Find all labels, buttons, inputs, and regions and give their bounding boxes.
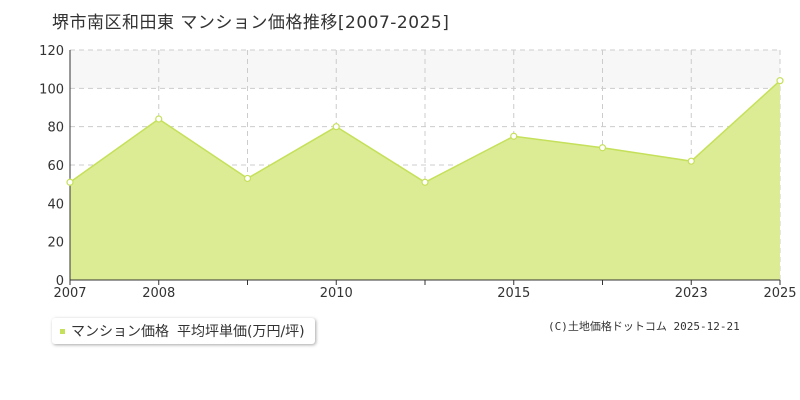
legend: マンション価格 平均坪単価(万円/坪) [52, 318, 315, 344]
legend-unit-label: 平均坪単価(万円/坪) [177, 324, 305, 340]
data-point [421, 178, 429, 186]
data-point [155, 115, 163, 123]
data-point [332, 123, 340, 131]
x-tick-label: 2015 [497, 286, 530, 301]
data-point [687, 157, 695, 165]
legend-marker [60, 328, 65, 334]
y-tick-label: 40 [47, 197, 64, 212]
x-tick-label: 2023 [675, 286, 708, 301]
data-point [510, 132, 518, 140]
x-tick-label: 2007 [53, 286, 86, 301]
data-point [243, 174, 252, 183]
data-point [66, 178, 74, 186]
x-tick-label: 2025 [763, 286, 796, 301]
y-tick-label: 100 [39, 82, 64, 97]
axes [69, 50, 781, 285]
x-tick-label: 2008 [142, 286, 175, 301]
y-tick-label: 80 [47, 121, 64, 136]
tick-labels: 0 20 40 60 80 100 120 2007 2008 2010 2015 2023 2025 [39, 44, 796, 301]
data-point [598, 144, 607, 152]
data-points [66, 77, 784, 186]
source-credit: (C)土地価格ドットコム 2025-12-21 [548, 320, 740, 333]
y-tick-label: 20 [47, 236, 64, 251]
y-tick-label: 0 [56, 274, 64, 289]
legend-series-label: マンション価格 [71, 324, 169, 340]
y-tick-label: 120 [39, 44, 64, 59]
series-area-fill [70, 80, 780, 281]
data-point [776, 77, 784, 85]
y-tick-label: 60 [47, 159, 64, 174]
x-tick-label: 2010 [320, 286, 353, 301]
chart-title: 堺市南区和田東 マンション価格推移[2007-2025] [52, 13, 450, 33]
